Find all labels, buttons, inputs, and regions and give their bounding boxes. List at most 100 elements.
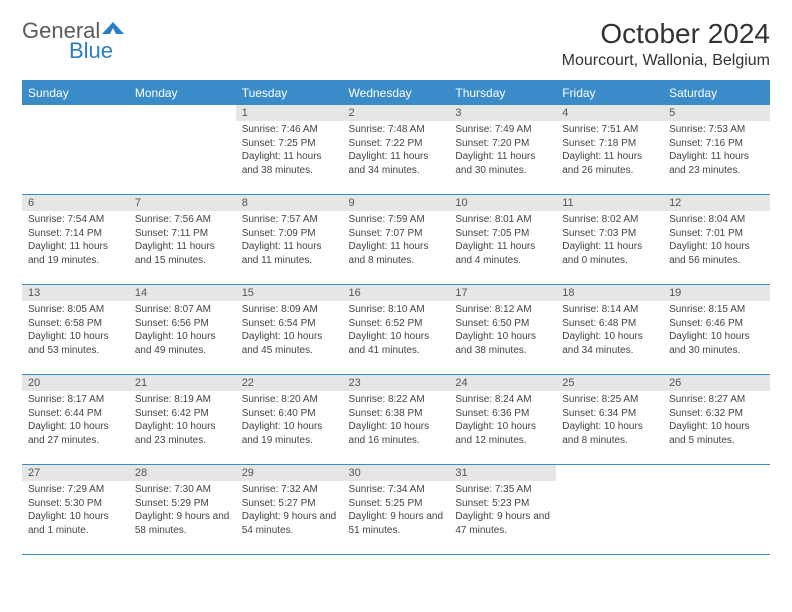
- day-number: 19: [663, 285, 770, 301]
- day-details: Sunrise: 8:25 AMSunset: 6:34 PMDaylight:…: [556, 391, 663, 453]
- calendar-cell: 13Sunrise: 8:05 AMSunset: 6:58 PMDayligh…: [22, 285, 129, 375]
- daylight-line: Daylight: 11 hours and 8 minutes.: [349, 240, 444, 267]
- sunset-line: Sunset: 7:25 PM: [242, 137, 337, 151]
- sunset-line: Sunset: 6:40 PM: [242, 407, 337, 421]
- sunset-line: Sunset: 6:56 PM: [135, 317, 230, 331]
- day-number: 29: [236, 465, 343, 481]
- calendar-cell: 21Sunrise: 8:19 AMSunset: 6:42 PMDayligh…: [129, 375, 236, 465]
- sunset-line: Sunset: 6:32 PM: [669, 407, 764, 421]
- sunset-line: Sunset: 6:42 PM: [135, 407, 230, 421]
- brand-logo: General Blue: [22, 18, 132, 66]
- day-details: Sunrise: 8:19 AMSunset: 6:42 PMDaylight:…: [129, 391, 236, 453]
- title-block: October 2024 Mourcourt, Wallonia, Belgiu…: [562, 18, 770, 70]
- sunrise-line: Sunrise: 7:57 AM: [242, 213, 337, 227]
- sunrise-line: Sunrise: 8:09 AM: [242, 303, 337, 317]
- daylight-line: Daylight: 11 hours and 38 minutes.: [242, 150, 337, 177]
- day-number: 20: [22, 375, 129, 391]
- day-number: 2: [343, 105, 450, 121]
- calendar-cell: 25Sunrise: 8:25 AMSunset: 6:34 PMDayligh…: [556, 375, 663, 465]
- weekday-header: Tuesday: [236, 81, 343, 105]
- calendar-cell: [129, 105, 236, 195]
- calendar-cell: 27Sunrise: 7:29 AMSunset: 5:30 PMDayligh…: [22, 465, 129, 555]
- sunrise-line: Sunrise: 7:51 AM: [562, 123, 657, 137]
- sunrise-line: Sunrise: 7:30 AM: [135, 483, 230, 497]
- daylight-line: Daylight: 10 hours and 12 minutes.: [455, 420, 550, 447]
- day-details: Sunrise: 7:59 AMSunset: 7:07 PMDaylight:…: [343, 211, 450, 273]
- calendar-cell: [556, 465, 663, 555]
- day-details: Sunrise: 8:10 AMSunset: 6:52 PMDaylight:…: [343, 301, 450, 363]
- calendar-cell: [663, 465, 770, 555]
- day-number: 18: [556, 285, 663, 301]
- day-details: Sunrise: 7:46 AMSunset: 7:25 PMDaylight:…: [236, 121, 343, 183]
- day-number: 6: [22, 195, 129, 211]
- sunrise-line: Sunrise: 8:17 AM: [28, 393, 123, 407]
- sunset-line: Sunset: 6:38 PM: [349, 407, 444, 421]
- day-details: Sunrise: 8:20 AMSunset: 6:40 PMDaylight:…: [236, 391, 343, 453]
- calendar-cell: 16Sunrise: 8:10 AMSunset: 6:52 PMDayligh…: [343, 285, 450, 375]
- day-details: Sunrise: 8:02 AMSunset: 7:03 PMDaylight:…: [556, 211, 663, 273]
- day-details: Sunrise: 8:12 AMSunset: 6:50 PMDaylight:…: [449, 301, 556, 363]
- page-header: General Blue October 2024 Mourcourt, Wal…: [22, 18, 770, 70]
- daylight-line: Daylight: 11 hours and 4 minutes.: [455, 240, 550, 267]
- sunrise-line: Sunrise: 7:32 AM: [242, 483, 337, 497]
- calendar-cell: 15Sunrise: 8:09 AMSunset: 6:54 PMDayligh…: [236, 285, 343, 375]
- sunset-line: Sunset: 5:25 PM: [349, 497, 444, 511]
- sunrise-line: Sunrise: 7:53 AM: [669, 123, 764, 137]
- sunrise-line: Sunrise: 7:46 AM: [242, 123, 337, 137]
- daylight-line: Daylight: 11 hours and 26 minutes.: [562, 150, 657, 177]
- day-number: 16: [343, 285, 450, 301]
- sunrise-line: Sunrise: 7:59 AM: [349, 213, 444, 227]
- day-number: 11: [556, 195, 663, 211]
- brand-chevron-icon: [102, 22, 124, 36]
- day-number: 28: [129, 465, 236, 481]
- day-number: 26: [663, 375, 770, 391]
- calendar-cell: [22, 105, 129, 195]
- calendar-cell: 6Sunrise: 7:54 AMSunset: 7:14 PMDaylight…: [22, 195, 129, 285]
- daylight-line: Daylight: 10 hours and 38 minutes.: [455, 330, 550, 357]
- weekday-header: Friday: [556, 81, 663, 105]
- day-number: 12: [663, 195, 770, 211]
- daylight-line: Daylight: 9 hours and 58 minutes.: [135, 510, 230, 537]
- day-details: Sunrise: 8:01 AMSunset: 7:05 PMDaylight:…: [449, 211, 556, 273]
- day-number: 5: [663, 105, 770, 121]
- weekday-header: Monday: [129, 81, 236, 105]
- day-number: 15: [236, 285, 343, 301]
- day-details: Sunrise: 8:24 AMSunset: 6:36 PMDaylight:…: [449, 391, 556, 453]
- sunset-line: Sunset: 7:07 PM: [349, 227, 444, 241]
- daylight-line: Daylight: 10 hours and 16 minutes.: [349, 420, 444, 447]
- calendar-week-row: 1Sunrise: 7:46 AMSunset: 7:25 PMDaylight…: [22, 105, 770, 195]
- day-number: 3: [449, 105, 556, 121]
- daylight-line: Daylight: 10 hours and 30 minutes.: [669, 330, 764, 357]
- daylight-line: Daylight: 10 hours and 34 minutes.: [562, 330, 657, 357]
- calendar-table: Sunday Monday Tuesday Wednesday Thursday…: [22, 80, 770, 555]
- location-text: Mourcourt, Wallonia, Belgium: [562, 52, 770, 70]
- sunset-line: Sunset: 6:44 PM: [28, 407, 123, 421]
- day-details: Sunrise: 7:34 AMSunset: 5:25 PMDaylight:…: [343, 481, 450, 543]
- sunrise-line: Sunrise: 8:05 AM: [28, 303, 123, 317]
- day-number: 30: [343, 465, 450, 481]
- sunrise-line: Sunrise: 8:14 AM: [562, 303, 657, 317]
- day-number: 1: [236, 105, 343, 121]
- daylight-line: Daylight: 10 hours and 45 minutes.: [242, 330, 337, 357]
- sunset-line: Sunset: 7:22 PM: [349, 137, 444, 151]
- sunrise-line: Sunrise: 8:10 AM: [349, 303, 444, 317]
- sunrise-line: Sunrise: 8:24 AM: [455, 393, 550, 407]
- calendar-cell: 3Sunrise: 7:49 AMSunset: 7:20 PMDaylight…: [449, 105, 556, 195]
- calendar-cell: 23Sunrise: 8:22 AMSunset: 6:38 PMDayligh…: [343, 375, 450, 465]
- sunrise-line: Sunrise: 8:07 AM: [135, 303, 230, 317]
- daylight-line: Daylight: 10 hours and 8 minutes.: [562, 420, 657, 447]
- sunset-line: Sunset: 5:27 PM: [242, 497, 337, 511]
- sunrise-line: Sunrise: 8:02 AM: [562, 213, 657, 227]
- daylight-line: Daylight: 10 hours and 1 minute.: [28, 510, 123, 537]
- calendar-cell: 4Sunrise: 7:51 AMSunset: 7:18 PMDaylight…: [556, 105, 663, 195]
- day-details: Sunrise: 7:53 AMSunset: 7:16 PMDaylight:…: [663, 121, 770, 183]
- sunrise-line: Sunrise: 8:15 AM: [669, 303, 764, 317]
- day-number: 13: [22, 285, 129, 301]
- daylight-line: Daylight: 10 hours and 5 minutes.: [669, 420, 764, 447]
- calendar-cell: 20Sunrise: 8:17 AMSunset: 6:44 PMDayligh…: [22, 375, 129, 465]
- day-details: Sunrise: 8:04 AMSunset: 7:01 PMDaylight:…: [663, 211, 770, 273]
- sunrise-line: Sunrise: 8:22 AM: [349, 393, 444, 407]
- day-details: Sunrise: 7:49 AMSunset: 7:20 PMDaylight:…: [449, 121, 556, 183]
- calendar-cell: 14Sunrise: 8:07 AMSunset: 6:56 PMDayligh…: [129, 285, 236, 375]
- daylight-line: Daylight: 10 hours and 53 minutes.: [28, 330, 123, 357]
